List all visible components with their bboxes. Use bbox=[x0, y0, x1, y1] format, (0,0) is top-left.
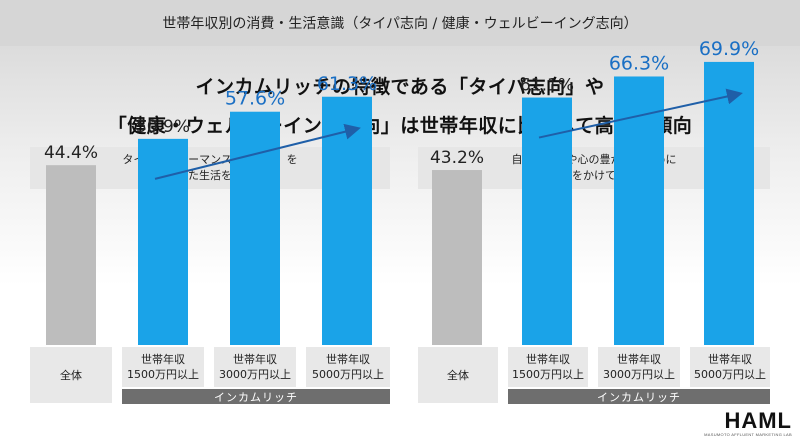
headline-line-2: 「健康・ウェルビーイング志向」は世帯年収に比例して高まる傾向 bbox=[107, 115, 693, 137]
left-category-label-3000: 世帯年収 3000万円以上 bbox=[214, 347, 296, 387]
left-bar-1 bbox=[138, 138, 188, 345]
category-label-line: 5000万円以上 bbox=[312, 368, 384, 381]
category-label-line: 5000万円以上 bbox=[694, 368, 766, 381]
category-label-line: 世帯年収 bbox=[526, 353, 570, 366]
right-bar-1 bbox=[522, 97, 572, 345]
left-category-label-5000: 世帯年収 5000万円以上 bbox=[306, 347, 390, 387]
category-label-line: 1500万円以上 bbox=[512, 368, 584, 381]
right-bar-chart: 43.2% 61.1% 66.3% 69.9% bbox=[430, 38, 759, 346]
left-bar-2 bbox=[230, 111, 280, 345]
right-category-label-5000: 世帯年収 5000万円以上 bbox=[690, 347, 770, 387]
right-trend-arrow bbox=[538, 88, 743, 139]
category-label-line: 全体 bbox=[447, 368, 469, 382]
left-bar-0 bbox=[46, 165, 96, 345]
left-bar-3 bbox=[322, 96, 372, 345]
right-group-label: インカムリッチ bbox=[508, 389, 770, 404]
logo-subtitle: MASUMOTO AFFLUENT MARKETING LAB bbox=[704, 432, 792, 437]
logo-wordmark: HAML bbox=[724, 408, 792, 433]
left-value-label-1: 50.9% bbox=[136, 117, 190, 137]
left-value-label-0: 44.4% bbox=[44, 143, 98, 163]
right-value-label-3: 69.9% bbox=[699, 38, 759, 60]
category-label-line: 世帯年収 bbox=[233, 353, 277, 366]
left-value-label-3: 61.3% bbox=[317, 73, 377, 95]
category-label-line: 世帯年収 bbox=[708, 353, 752, 366]
right-bar-2 bbox=[614, 76, 664, 346]
right-bar-0 bbox=[432, 170, 482, 345]
left-group-label: インカムリッチ bbox=[122, 389, 390, 404]
left-bar-chart: 44.4% 50.9% 57.6% 61.3% bbox=[44, 73, 377, 345]
right-value-label-1: 61.1% bbox=[520, 76, 574, 96]
left-category-label-total: 全体 bbox=[30, 347, 112, 403]
haml-logo: HAML MASUMOTO AFFLUENT MARKETING LAB bbox=[704, 410, 792, 438]
left-value-label-2: 57.6% bbox=[225, 88, 285, 110]
right-category-label-1500: 世帯年収 1500万円以上 bbox=[508, 347, 588, 387]
right-value-label-0: 43.2% bbox=[430, 148, 484, 168]
category-label-line: 3000万円以上 bbox=[603, 368, 675, 381]
slide-header: 世帯年収別の消費・生活意識（タイパ志向 / 健康・ウェルビーイング志向） bbox=[0, 0, 800, 46]
right-bar-3 bbox=[704, 61, 754, 345]
left-trend-arrow bbox=[154, 123, 361, 180]
right-category-label-3000: 世帯年収 3000万円以上 bbox=[598, 347, 680, 387]
right-category-label-total: 全体 bbox=[418, 347, 498, 403]
category-label-line: 世帯年収 bbox=[326, 353, 370, 366]
category-label-line: 全体 bbox=[60, 368, 82, 382]
category-label-line: 世帯年収 bbox=[141, 353, 185, 366]
headline-line-1: インカムリッチの特徴である「タイパ志向」や bbox=[195, 76, 605, 98]
left-category-label-1500: 世帯年収 1500万円以上 bbox=[122, 347, 204, 387]
category-label-line: 世帯年収 bbox=[617, 353, 661, 366]
category-label-line: 3000万円以上 bbox=[219, 368, 291, 381]
category-label-line: 1500万円以上 bbox=[127, 368, 199, 381]
slide-title: 世帯年収別の消費・生活意識（タイパ志向 / 健康・ウェルビーイング志向） bbox=[162, 16, 638, 32]
right-value-label-2: 66.3% bbox=[609, 52, 669, 74]
